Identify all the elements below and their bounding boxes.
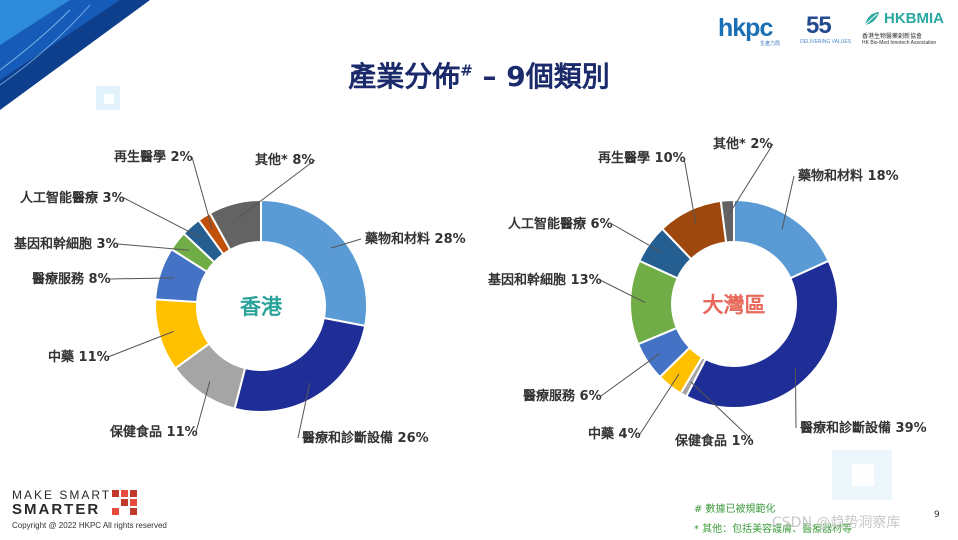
slice-label-gba-6: 人工智能醫療 6% bbox=[508, 216, 613, 232]
hkpc-logo: hkpc bbox=[718, 14, 773, 42]
slide-title: 產業分佈# – 9個類別 bbox=[0, 55, 958, 95]
center-label-hk: 香港 bbox=[240, 295, 283, 319]
make-smart-smarter-logo: MAKE SMART SMARTER bbox=[12, 488, 111, 518]
slice-label-hk-7: 再生醫學 2% bbox=[114, 149, 193, 165]
donut-chart-hk: 藥物和材料 28% 醫療和診斷設備 26% 保健食品 11% 中藥 11% 醫療服務 8… bbox=[13, 149, 466, 446]
leader-line-hk-5 bbox=[117, 243, 190, 251]
leader-line-hk-4 bbox=[109, 277, 175, 280]
copyright: Copyright @ 2022 HKPC All rights reserve… bbox=[12, 521, 167, 530]
leader-line-hk-8 bbox=[238, 159, 316, 219]
leader-line-gba-6 bbox=[611, 223, 662, 253]
slice-label-gba-3: 中藥 4% bbox=[588, 426, 641, 442]
hkbmia-logo-en: HK Bio-Med Innotech Association bbox=[862, 40, 937, 46]
leader-line-hk-1 bbox=[297, 382, 311, 439]
brand-line1: MAKE SMART bbox=[12, 488, 112, 502]
fiftyfive-logo: 55 bbox=[806, 12, 832, 39]
leader-line-gba-8 bbox=[727, 143, 774, 216]
hkbmia-logo-cn: 香港生物醫藥創新協會 bbox=[862, 34, 923, 40]
slide-title-text: 產業分佈 bbox=[348, 60, 461, 93]
slice-label-hk-1: 醫療和診斷設備 26% bbox=[302, 430, 429, 446]
note-normalized: # 數據已被規範化 bbox=[694, 504, 776, 515]
slice-label-gba-1: 醫療和診斷設備 39% bbox=[800, 420, 927, 436]
center-label-gba: 大灣區 bbox=[703, 293, 766, 317]
brand-squares-icon bbox=[112, 490, 137, 515]
slice-label-gba-2: 保健食品 1% bbox=[674, 433, 754, 449]
slide-title-mark: # bbox=[460, 61, 473, 80]
slice-label-gba-5: 基因和幹細胞 13% bbox=[487, 272, 602, 288]
brand-line2: SMARTER bbox=[12, 501, 101, 518]
leader-line-gba-7 bbox=[683, 157, 697, 224]
leader-line-hk-2 bbox=[195, 381, 211, 433]
fiftyfive-logo-sub: DELIVERING VALUES bbox=[800, 39, 852, 45]
leader-line-gba-5 bbox=[599, 279, 646, 304]
donut-chart-gba: 藥物和材料 18% 醫療和診斷設備 39% 保健食品 1% 中藥 4% 醫療服務 6% 基… bbox=[487, 136, 927, 449]
leader-line-gba-0 bbox=[781, 175, 795, 230]
slice-hk-1 bbox=[233, 316, 367, 413]
note-others: * 其他：包括美容護膚、醫療器材等 bbox=[694, 524, 853, 535]
page-number: 9 bbox=[934, 510, 940, 520]
slice-label-hk-0: 藥物和材料 28% bbox=[364, 231, 466, 247]
leader-line-hk-0 bbox=[330, 238, 362, 249]
slice-hk-8 bbox=[208, 198, 262, 252]
leader-line-hk-6 bbox=[123, 197, 202, 239]
leader-line-hk-3 bbox=[107, 330, 174, 358]
slice-label-gba-7: 再生醫學 10% bbox=[598, 150, 686, 166]
hkbmia-leaf-icon bbox=[864, 12, 879, 26]
slice-gba-1 bbox=[684, 259, 839, 409]
leader-line-gba-2 bbox=[690, 381, 754, 442]
leader-line-gba-3 bbox=[639, 373, 680, 435]
slice-label-gba-0: 藥物和材料 18% bbox=[797, 168, 899, 184]
slice-label-gba-8: 其他* 2% bbox=[713, 136, 772, 152]
slice-hk-0 bbox=[260, 198, 368, 328]
slice-label-hk-3: 中藥 11% bbox=[48, 349, 110, 365]
corner-decoration bbox=[0, 0, 150, 110]
slice-label-hk-6: 人工智能醫療 3% bbox=[20, 190, 125, 206]
corner-decoration-bottom bbox=[832, 450, 892, 500]
leader-line-hk-7 bbox=[191, 156, 213, 230]
hkpc-logo-sub: 生產力局 bbox=[760, 41, 781, 47]
hkbmia-logo: HKBMIA bbox=[884, 10, 944, 27]
slice-label-hk-8: 其他* 8% bbox=[255, 152, 314, 168]
slice-label-hk-4: 醫療服務 8% bbox=[32, 271, 111, 287]
slide-title-suffix: – 9個類別 bbox=[472, 60, 610, 93]
slice-label-gba-4: 醫療服務 6% bbox=[523, 388, 602, 404]
watermark: CSDN @趋势洞察库 bbox=[772, 515, 901, 531]
slice-label-hk-2: 保健食品 11% bbox=[109, 424, 198, 440]
slice-label-hk-5: 基因和幹細胞 3% bbox=[13, 236, 119, 252]
leader-line-gba-1 bbox=[794, 368, 797, 429]
leader-line-gba-4 bbox=[600, 352, 661, 397]
